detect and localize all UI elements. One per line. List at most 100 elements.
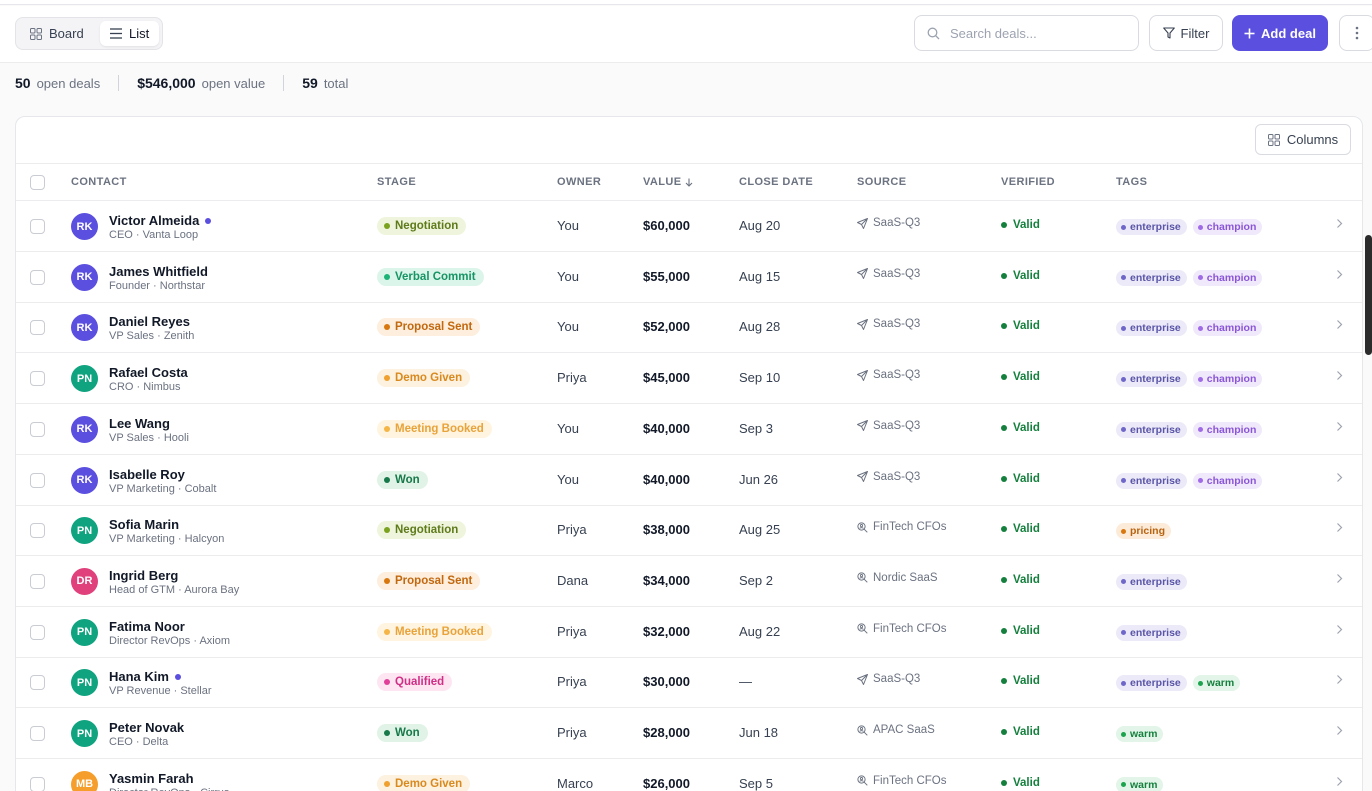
- contact-name[interactable]: Sofia Marin: [109, 517, 179, 532]
- table-row[interactable]: PN Peter Novak CEO · Delta Won Priya $28,000 J…: [16, 708, 1362, 759]
- source-label: SaaS-Q3: [873, 369, 921, 382]
- filter-label: Filter: [1180, 25, 1210, 41]
- contact-name-text: Rafael Costa: [109, 365, 188, 381]
- stage-badge[interactable]: Demo Given: [377, 369, 471, 388]
- open-deals-label: open deals: [36, 76, 101, 91]
- row-checkbox[interactable]: [30, 371, 45, 387]
- contact-name-text: Fatima Noor: [109, 618, 185, 634]
- table-row[interactable]: PN Rafael Costa CRO · Nimbus Demo Given Priy…: [16, 353, 1362, 405]
- tag-label: champion: [1206, 221, 1257, 233]
- chevron-right-icon[interactable]: [1336, 522, 1343, 533]
- row-checkbox[interactable]: [30, 726, 45, 741]
- columns-button[interactable]: Columns: [1255, 124, 1351, 155]
- table-row[interactable]: RK Victor Almeida CEO · Vanta Loop Negotiat…: [16, 201, 1362, 252]
- contact-name[interactable]: James Whitfield: [109, 264, 208, 279]
- table-row[interactable]: DR Ingrid Berg Head of GTM · Aurora Bay Pro…: [16, 556, 1362, 607]
- verified-label: Valid: [1013, 675, 1040, 688]
- contact-name[interactable]: Peter Novak: [109, 720, 184, 735]
- contact-name[interactable]: Yasmin Farah: [109, 771, 194, 786]
- header-source[interactable]: SOURCE: [857, 176, 907, 188]
- table-row[interactable]: MB Yasmin FarahDirector RevOps · Cirrus De…: [16, 759, 1362, 791]
- chevron-right-icon[interactable]: [1336, 319, 1343, 330]
- row-checkbox[interactable]: [30, 776, 45, 791]
- stage-dot: [384, 527, 390, 534]
- chevron-right-icon[interactable]: [1336, 472, 1343, 483]
- add-deal-button[interactable]: Add deal: [1232, 15, 1328, 51]
- tag-chip: champion: [1192, 219, 1263, 235]
- row-checkbox[interactable]: [30, 675, 45, 691]
- header-tags[interactable]: TAGS: [1116, 176, 1148, 188]
- table-row[interactable]: RK Daniel Reyes VP Sales · Zenith Proposal …: [16, 302, 1362, 354]
- row-checkbox[interactable]: [30, 624, 45, 640]
- stage-badge[interactable]: Proposal Sent: [377, 318, 481, 337]
- table-row[interactable]: RK Isabelle Roy VP Marketing · Cobalt Won Yo…: [16, 455, 1362, 506]
- avatar: MB: [71, 770, 98, 791]
- verified-label: Valid: [1013, 320, 1040, 333]
- contact-name[interactable]: Ingrid Berg: [109, 568, 178, 583]
- stage-badge[interactable]: Won: [377, 724, 428, 742]
- stage-badge[interactable]: Won: [377, 470, 428, 489]
- stage-badge[interactable]: Proposal Sent: [377, 571, 481, 590]
- tags: enterprise: [1116, 573, 1187, 590]
- select-all-checkbox[interactable]: [30, 175, 45, 190]
- row-checkbox[interactable]: [30, 573, 45, 589]
- stage-badge[interactable]: Qualified: [377, 673, 453, 692]
- chevron-right-icon[interactable]: [1336, 269, 1343, 280]
- contact-name[interactable]: Rafael Costa: [109, 365, 188, 380]
- row-checkbox[interactable]: [30, 320, 45, 336]
- view-list-button[interactable]: List: [100, 21, 160, 46]
- stage-badge[interactable]: Verbal Commit: [377, 267, 484, 286]
- scrollbar-thumb[interactable]: [1365, 235, 1372, 355]
- owner: You: [557, 268, 579, 284]
- table-row[interactable]: RK James Whitfield Founder · Northstar Verb…: [16, 252, 1362, 303]
- row-checkbox[interactable]: [30, 219, 45, 234]
- contact-name[interactable]: Fatima Noor: [109, 619, 185, 634]
- tag-chip: enterprise: [1116, 573, 1187, 590]
- contact-name[interactable]: Isabelle Roy: [109, 467, 185, 482]
- header-contact[interactable]: CONTACT: [71, 176, 127, 188]
- view-board-button[interactable]: Board: [20, 21, 94, 46]
- close-date: Sep 5: [739, 775, 773, 791]
- source-label: SaaS-Q3: [873, 673, 921, 686]
- stat-divider: [118, 75, 120, 91]
- chevron-right-icon[interactable]: [1336, 573, 1343, 584]
- row-checkbox[interactable]: [30, 472, 45, 488]
- table-row[interactable]: RK Lee Wang VP Sales · Hooli Meeting Booked…: [16, 404, 1362, 455]
- row-checkbox[interactable]: [30, 269, 45, 285]
- tag-label: enterprise: [1130, 423, 1181, 436]
- table-row[interactable]: PN Hana Kim VP Revenue · Stellar Qualified P…: [16, 657, 1362, 709]
- search-input[interactable]: [950, 25, 1120, 41]
- chevron-right-icon[interactable]: [1336, 725, 1343, 736]
- deals-table-card: Columns CONTACT STAGE OWNER VALUE CLOSE …: [15, 116, 1363, 791]
- contact-name[interactable]: Daniel Reyes: [109, 314, 190, 329]
- table-row[interactable]: PN Sofia Marin VP Marketing · Halcyon Negot…: [16, 505, 1362, 557]
- header-close-date[interactable]: CLOSE DATE: [739, 176, 814, 188]
- chevron-right-icon[interactable]: [1336, 218, 1343, 229]
- owner: Dana: [557, 572, 589, 588]
- row-checkbox[interactable]: [30, 421, 45, 437]
- stage-badge[interactable]: Meeting Booked: [377, 419, 492, 438]
- header-verified[interactable]: VERIFIED: [1001, 176, 1055, 188]
- filter-button[interactable]: Filter: [1149, 15, 1223, 51]
- stage-badge[interactable]: Demo Given: [377, 774, 471, 791]
- columns-label: Columns: [1286, 132, 1339, 147]
- header-stage[interactable]: STAGE: [377, 176, 417, 188]
- tag-label: pricing: [1130, 525, 1166, 538]
- table-row[interactable]: PN Fatima Noor Director RevOps · Axiom Meet…: [16, 607, 1362, 658]
- header-owner[interactable]: OWNER: [557, 176, 602, 188]
- contact-name[interactable]: Victor Almeida: [109, 213, 212, 228]
- row-checkbox[interactable]: [30, 523, 45, 539]
- chevron-right-icon[interactable]: [1336, 674, 1343, 685]
- verified-dot: [1001, 576, 1007, 583]
- contact-name[interactable]: Lee Wang: [109, 416, 170, 431]
- header-value[interactable]: VALUE: [643, 176, 693, 188]
- chevron-right-icon[interactable]: [1336, 421, 1343, 432]
- chevron-right-icon[interactable]: [1336, 624, 1343, 635]
- more-menu-button[interactable]: [1339, 15, 1372, 51]
- chevron-right-icon[interactable]: [1336, 776, 1343, 787]
- stage-badge[interactable]: Negotiation: [377, 217, 467, 235]
- contact-name[interactable]: Hana Kim: [109, 669, 181, 684]
- stage-badge[interactable]: Negotiation: [377, 521, 467, 540]
- stage-badge[interactable]: Meeting Booked: [377, 622, 492, 641]
- chevron-right-icon[interactable]: [1336, 370, 1343, 381]
